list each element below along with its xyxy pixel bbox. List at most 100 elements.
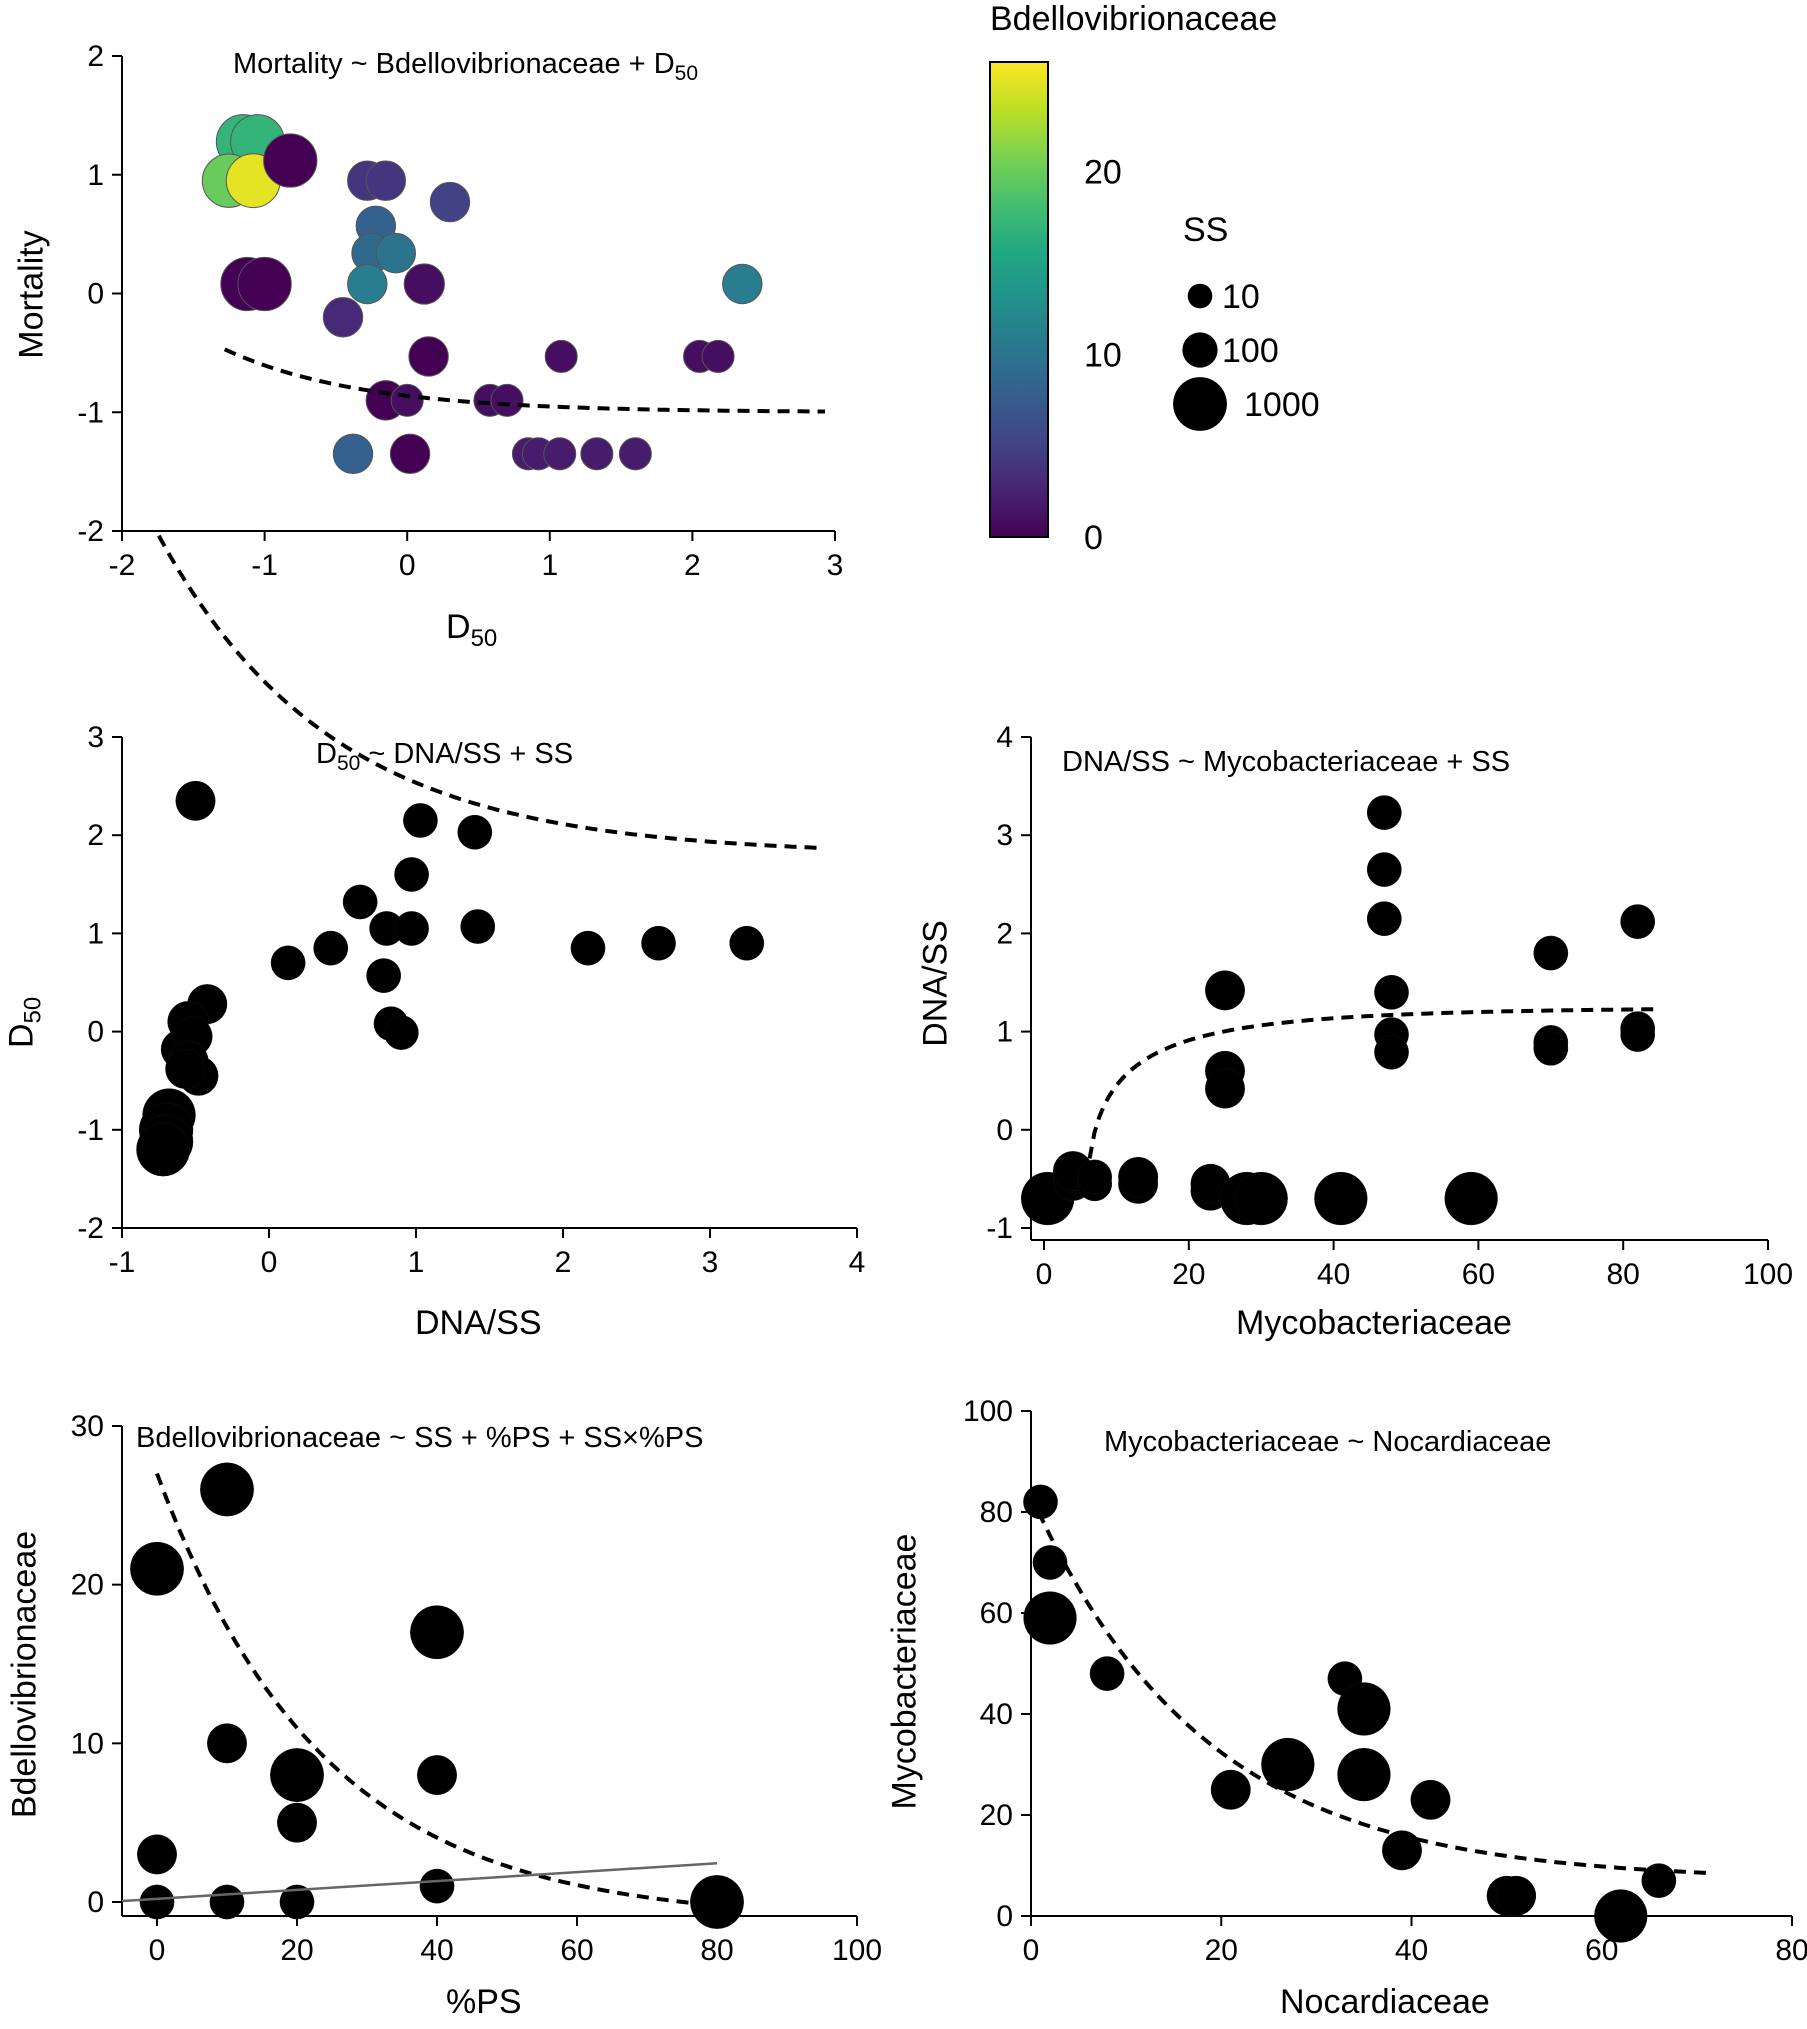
- data-point: [237, 256, 292, 312]
- data-point: [460, 909, 496, 944]
- data-point: [394, 857, 429, 892]
- p4-y-tick-label: 20: [71, 1569, 104, 1602]
- p5-xlabel: Nocardiaceae: [1280, 1983, 1490, 2021]
- p3-x-tick-label: 20: [1172, 1258, 1205, 1291]
- data-point: [544, 339, 578, 373]
- data-point: [130, 1541, 184, 1596]
- p5-y-tick-label: 100: [963, 1395, 1013, 1428]
- p3-y-tick-label: -1: [986, 1212, 1013, 1245]
- p3-x-tick-label: 60: [1462, 1258, 1495, 1291]
- data-point: [1077, 1159, 1113, 1195]
- data-point: [1314, 1171, 1368, 1226]
- data-point: [570, 930, 606, 966]
- p2-title: D50 ~ DNA/SS + SS: [316, 738, 573, 776]
- data-point: [322, 297, 364, 338]
- data-point: [1210, 1769, 1251, 1810]
- p4-x-tick-label: 60: [560, 1934, 593, 1967]
- p5-title: Mycobacteriaceae ~ Nocardiaceae: [1104, 1426, 1552, 1458]
- data-point: [347, 263, 388, 305]
- p1-ylabel: Mortality: [12, 230, 51, 359]
- p5-x-tick-label: 20: [1205, 1934, 1238, 1967]
- data-point: [701, 339, 735, 373]
- colorbar-tick-label: 20: [1084, 154, 1122, 192]
- data-point: [1374, 974, 1409, 1010]
- p5-x-tick-label: 0: [1023, 1934, 1040, 1967]
- panel-mortality: -2 -1 0 1 2 3 -2 -1 0 1 2: [77, 40, 843, 582]
- panel-bdello: 0 20 40 60 80 100 0 10 20 30: [71, 1410, 882, 1967]
- p1-x-tick-label: 2: [684, 549, 701, 582]
- p5-y-tick-label: 60: [980, 1597, 1013, 1630]
- data-point: [175, 780, 216, 821]
- data-point: [1023, 1591, 1077, 1645]
- p2-x-tick-label: -1: [109, 1246, 136, 1279]
- data-point: [690, 1875, 744, 1929]
- data-point: [417, 1755, 457, 1796]
- size-legend-title: SS: [1183, 211, 1229, 249]
- p5-x-tick-label: 80: [1775, 1934, 1807, 1967]
- data-point: [1032, 1545, 1068, 1580]
- data-point: [1337, 1747, 1391, 1802]
- data-point: [209, 1884, 245, 1920]
- colorbar-tick-label: 10: [1084, 336, 1122, 374]
- size-legend-dot: [1187, 283, 1213, 309]
- data-point: [580, 437, 614, 471]
- p3-x-tick-label: 100: [1743, 1258, 1793, 1291]
- p3-xlabel: Mycobacteriaceae: [1236, 1304, 1512, 1342]
- p4-trend-line: [121, 1862, 718, 1903]
- data-point: [1205, 970, 1245, 1011]
- p2-title-main: D: [316, 738, 337, 770]
- data-point: [1089, 1656, 1125, 1691]
- data-point: [722, 263, 763, 305]
- data-point: [403, 263, 445, 305]
- data-point: [729, 925, 765, 961]
- p2-y-tick-label: 1: [87, 917, 104, 950]
- data-point: [270, 945, 306, 981]
- legend-area: 0 10 20 10 100 1000: [989, 61, 1320, 557]
- data-point: [277, 1802, 317, 1843]
- p2-x-tick-label: 3: [702, 1246, 719, 1279]
- p3-x-tick-label: 0: [1036, 1258, 1053, 1291]
- p4-title: Bdellovibrionaceae ~ SS + %PS + SS×%PS: [136, 1422, 704, 1454]
- data-point: [200, 1462, 254, 1517]
- p3-y-tick-label: 2: [996, 917, 1013, 950]
- data-point: [1620, 904, 1656, 939]
- p2-x-tick-label: 4: [849, 1246, 866, 1279]
- p2-title-rest: ~ DNA/SS + SS: [360, 738, 574, 770]
- data-point: [543, 437, 577, 471]
- p2-x-tick-label: 0: [261, 1246, 278, 1279]
- p2-ylabel: D50: [3, 987, 48, 1057]
- p4-y-tick-label: 10: [71, 1727, 104, 1760]
- p2-y-tick-label: -1: [77, 1114, 104, 1147]
- data-point: [1205, 1068, 1245, 1109]
- p5-x-tick-label: 40: [1395, 1934, 1428, 1967]
- p1-y-tick-label: 0: [87, 278, 104, 311]
- data-point: [270, 1748, 324, 1802]
- data-point: [383, 1015, 419, 1050]
- p2-y-tick-label: 2: [87, 819, 104, 852]
- p1-title-sub: 50: [674, 61, 699, 85]
- p1-y-tick-label: 1: [87, 159, 104, 192]
- data-point: [1382, 1830, 1422, 1871]
- p1-x-tick-label: 0: [399, 549, 416, 582]
- p1-x-tick-label: 1: [541, 549, 558, 582]
- p2-ylabel-sub: 50: [19, 996, 47, 1024]
- p1-x-tick-label: -1: [251, 549, 278, 582]
- data-point: [1366, 901, 1402, 937]
- data-point: [1118, 1156, 1159, 1197]
- data-point: [165, 1048, 206, 1089]
- data-point: [1337, 1682, 1391, 1736]
- p4-x-tick-label: 100: [832, 1934, 882, 1967]
- data-point: [139, 1884, 175, 1920]
- size-legend-dot: [1173, 377, 1227, 431]
- p4-x-tick-label: 80: [700, 1934, 733, 1967]
- data-point: [429, 181, 471, 223]
- p4-x-tick-label: 0: [149, 1934, 166, 1967]
- data-point: [618, 437, 652, 471]
- data-point: [279, 1884, 315, 1920]
- data-point: [408, 336, 449, 377]
- panel-dna-ss: 0 20 40 60 80 100 -1 0 1 2 3 4: [986, 721, 1793, 1291]
- p2-y-tick-label: 0: [87, 1016, 104, 1049]
- data-point: [1261, 1737, 1315, 1792]
- data-point: [1533, 1030, 1569, 1066]
